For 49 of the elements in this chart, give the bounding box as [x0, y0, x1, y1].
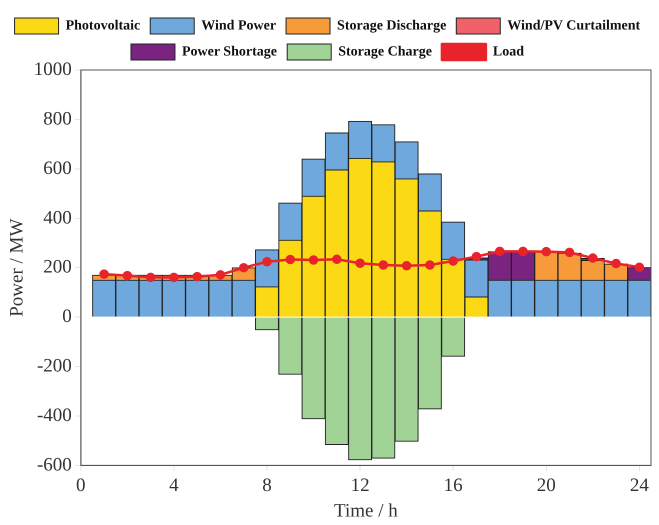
- x-tick-label: 12: [350, 474, 370, 496]
- y-tick-label: 0: [62, 306, 72, 328]
- y-tick-label: 800: [43, 108, 72, 130]
- point: [402, 260, 412, 270]
- point: [634, 262, 644, 272]
- x-axis-title: Time / h: [334, 500, 398, 522]
- y-tick-label: 1000: [34, 58, 72, 80]
- point: [238, 262, 248, 272]
- y-tick-label: -600: [36, 454, 72, 476]
- legend-label: Wind/PV Curtailment: [507, 18, 641, 34]
- y-tick-label: 600: [43, 158, 72, 179]
- point: [518, 246, 528, 256]
- x-tick-label: 0: [76, 474, 86, 496]
- point: [262, 257, 272, 267]
- point: [378, 260, 388, 270]
- x-tick-label: 20: [536, 474, 556, 496]
- legend-label: Storage Discharge: [337, 18, 446, 34]
- y-tick-label: 200: [43, 256, 72, 278]
- point: [169, 272, 179, 282]
- legend-label: Power Shortage: [182, 44, 277, 60]
- point: [216, 270, 226, 280]
- point: [332, 254, 342, 264]
- legend-label: Photovoltaic: [66, 18, 140, 34]
- point: [448, 256, 458, 266]
- point: [122, 270, 132, 280]
- point: [308, 255, 318, 265]
- point: [494, 246, 504, 256]
- y-tick-label: 400: [43, 207, 72, 228]
- x-tick-label: 8: [262, 474, 272, 496]
- legend-label: Load: [492, 44, 524, 60]
- point: [99, 269, 109, 279]
- legend-label: Storage Charge: [338, 44, 432, 60]
- point: [355, 258, 365, 268]
- point: [472, 252, 482, 262]
- point: [425, 260, 435, 270]
- legend-label: Wind Power: [201, 18, 276, 34]
- x-tick-label: 24: [630, 474, 650, 496]
- x-tick-label: 16: [444, 474, 463, 496]
- point: [146, 272, 156, 282]
- y-axis-title: Power / MW: [6, 218, 28, 317]
- point: [588, 253, 598, 263]
- point: [192, 272, 202, 282]
- point: [611, 258, 621, 268]
- point: [564, 248, 574, 258]
- y-tick-label: -400: [36, 404, 72, 426]
- x-tick-label: 4: [169, 474, 180, 496]
- point: [286, 254, 296, 264]
- y-tick-label: -200: [36, 356, 72, 377]
- point: [542, 246, 552, 256]
